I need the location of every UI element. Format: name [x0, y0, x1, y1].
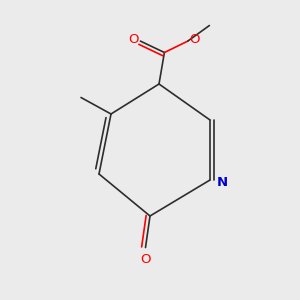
- Text: O: O: [129, 33, 139, 46]
- Text: O: O: [140, 253, 151, 266]
- Text: O: O: [189, 33, 200, 46]
- Text: N: N: [217, 176, 228, 190]
